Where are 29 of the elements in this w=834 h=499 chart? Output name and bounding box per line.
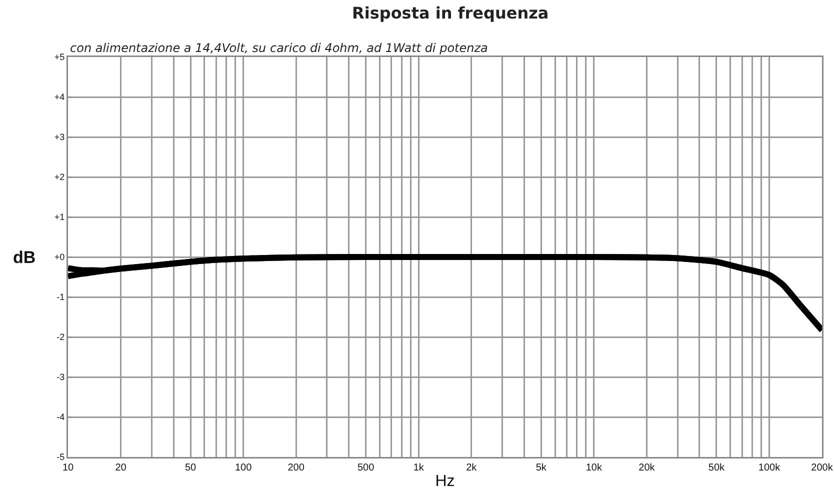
y-tick-label: +3 <box>54 132 65 142</box>
y-tick-label: -5 <box>56 452 65 462</box>
x-axis-title: Hz <box>435 472 455 490</box>
x-tick-label: 20k <box>638 462 656 474</box>
x-tick-label: 100 <box>234 462 252 474</box>
x-tick-label: 50k <box>708 462 726 474</box>
y-tick-label: -3 <box>56 372 65 382</box>
chart-title: Risposta in frequenza <box>352 4 549 23</box>
x-tick-label: 50 <box>184 462 197 474</box>
y-tick-label: +1 <box>54 212 65 222</box>
y-tick-label: +2 <box>54 172 65 182</box>
x-tick-label: 200 <box>288 462 305 474</box>
y-tick-label: -1 <box>56 292 65 302</box>
y-tick-label: +5 <box>54 52 65 62</box>
x-tick-label: 1k <box>413 462 425 474</box>
x-tick-label: 200k <box>811 462 834 474</box>
x-tick-label: 5k <box>536 462 548 474</box>
x-tick-label: 500 <box>357 462 375 474</box>
y-tick-label: +0 <box>54 252 65 262</box>
x-tick-label: 10 <box>62 462 74 474</box>
y-tick-label: -2 <box>56 332 65 342</box>
x-tick-label: 20 <box>115 462 127 474</box>
y-axis-title: dB <box>13 248 36 267</box>
y-tick-label: +4 <box>54 92 65 102</box>
x-tick-label: 2k <box>466 462 478 474</box>
y-tick-label: -4 <box>56 412 65 422</box>
chart-subtitle: con alimentazione a 14,4Volt, su carico di 4ohm, ad 1Watt di potenza <box>70 41 488 55</box>
x-tick-label: 10k <box>586 462 603 474</box>
x-tick-label: 100k <box>758 462 782 474</box>
